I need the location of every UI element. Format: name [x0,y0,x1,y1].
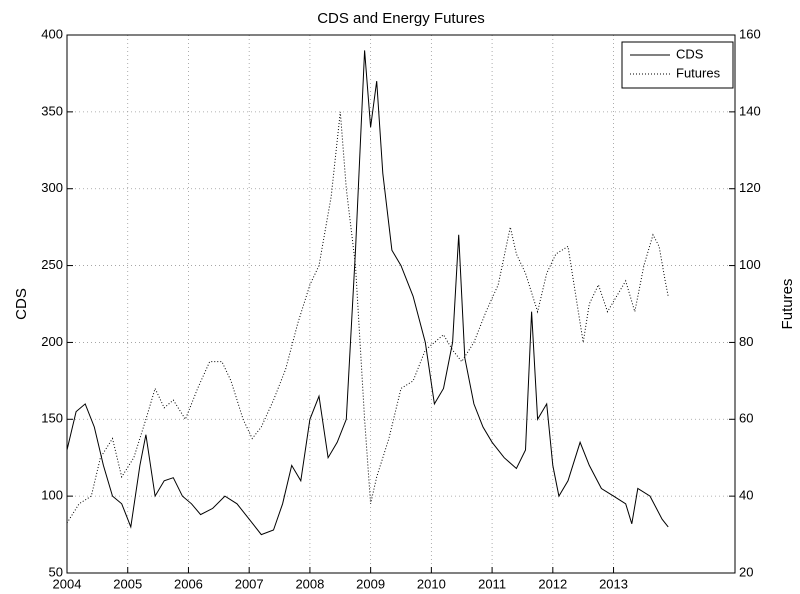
legend-label: Futures [676,65,721,80]
plot-frame [66,34,736,574]
x-tick-label: 2009 [356,576,385,591]
x-tick-label: 2007 [235,576,264,591]
y-tick-label: 150 [41,411,63,426]
x-tick-label: 2008 [295,576,324,591]
legend-box [621,41,734,89]
y2-tick-label: 20 [739,564,753,579]
y2-tick-label: 80 [739,334,753,349]
x-tick-label: 2013 [599,576,628,591]
y2-tick-label: 40 [739,488,753,503]
y-axis-label: CDS [13,288,30,320]
chart-title: CDS and Energy Futures [317,10,485,27]
x-tick-label: 2011 [478,576,506,591]
y2-tick-label: 120 [739,180,761,195]
y2-axis-label: Futures [779,279,796,330]
y-tick-label: 300 [41,180,63,195]
x-tick-label: 2012 [538,576,567,591]
data-line [66,111,669,524]
x-tick-label: 2004 [53,576,82,591]
y2-tick-label: 100 [739,257,761,272]
y2-tick-label: 60 [739,411,753,426]
y-tick-label: 250 [41,257,63,272]
x-tick-label: 2010 [417,576,446,591]
y2-tick-label: 140 [739,103,761,118]
y-tick-label: 50 [49,564,63,579]
y2-tick-label: 160 [739,26,761,41]
y-tick-label: 200 [41,334,63,349]
legend-label: CDS [676,46,704,61]
y-tick-label: 350 [41,103,63,118]
x-tick-label: 2006 [174,576,203,591]
data-line [66,50,669,536]
x-tick-label: 2005 [113,576,142,591]
y-tick-label: 400 [41,26,63,41]
y-tick-label: 100 [41,488,63,503]
